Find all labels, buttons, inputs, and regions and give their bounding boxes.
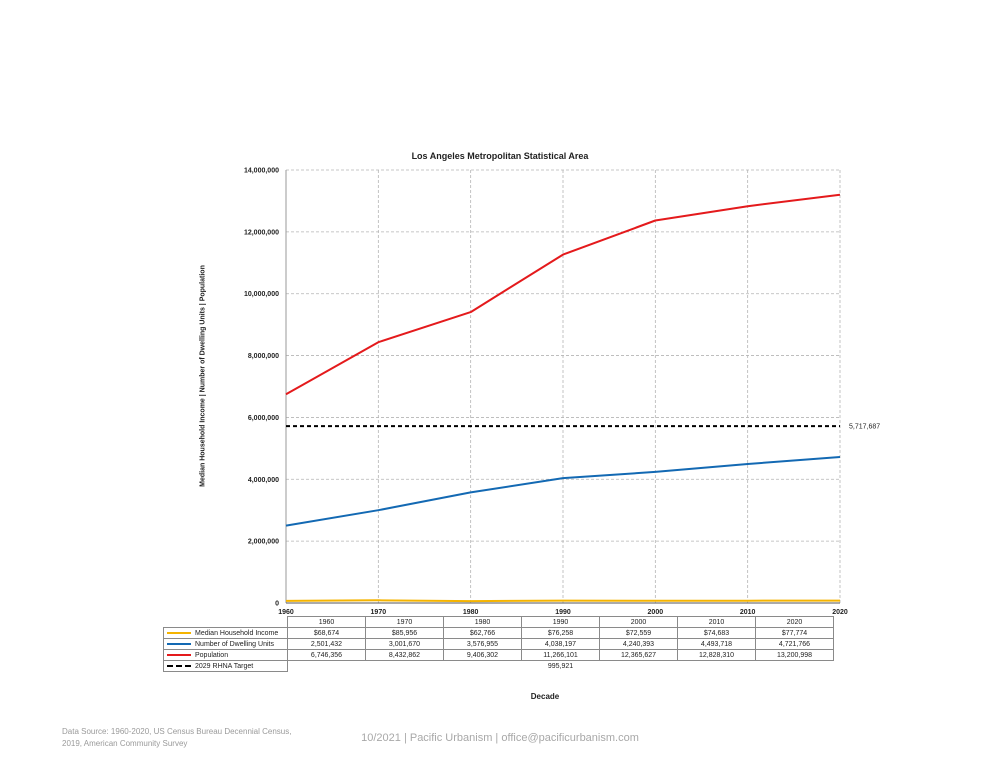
series-line-population — [285, 193, 841, 396]
table-cell: 13,200,998 — [755, 649, 834, 661]
y-axis-label: Median Household Income | Number of Dwel… — [199, 265, 207, 487]
table-cell: 4,721,766 — [755, 638, 834, 650]
table-row: Number of Dwelling Units 2,501,432 3,001,6… — [163, 638, 834, 650]
table-cell: 11,266,101 — [521, 649, 600, 661]
data-source-note: Data Source: 1960-2020, US Census Bureau… — [62, 726, 291, 750]
table-cell — [366, 661, 444, 672]
legend-swatch — [167, 642, 191, 645]
target-value-label: 5,717,687 — [849, 424, 880, 431]
x-tick-label: 2020 — [832, 609, 848, 616]
legend-label: Number of Dwelling Units — [195, 640, 274, 648]
table-cell: 4,493,718 — [677, 638, 756, 650]
legend-swatch — [167, 664, 191, 667]
table-year-header: 1990 — [521, 616, 600, 628]
table-cell: $74,683 — [677, 627, 756, 639]
table-cell: 3,576,955 — [443, 638, 522, 650]
legend-label: 2029 RHNA Target — [195, 662, 254, 670]
y-tick-label: 8,000,000 — [248, 353, 279, 360]
table-cell: 4,240,393 — [599, 638, 678, 650]
x-tick-label: 1980 — [463, 609, 479, 616]
x-tick-label: 2000 — [648, 609, 664, 616]
y-tick-label: 6,000,000 — [248, 415, 279, 422]
x-tick-label: 1960 — [278, 609, 294, 616]
table-header-row: 1960 1970 1980 1990 2000 2010 2020 — [164, 616, 834, 628]
table-year-header: 1970 — [365, 616, 444, 628]
table-row-target: 2029 RHNA Target 995,921 — [163, 660, 834, 672]
series-line-median-household-income — [285, 599, 841, 603]
table-cell: $62,766 — [443, 627, 522, 639]
table-cell — [288, 661, 366, 672]
legend-swatch — [167, 631, 191, 634]
y-tick-label: 12,000,000 — [244, 229, 279, 236]
legend-swatch — [167, 653, 191, 656]
legend-entry: Number of Dwelling Units — [163, 638, 288, 650]
table-row: Population 6,746,356 8,432,862 9,406,302 11,… — [163, 649, 834, 661]
y-tick-label: 14,000,000 — [244, 168, 279, 175]
table-year-header: 2010 — [677, 616, 756, 628]
table-cell: $76,258 — [521, 627, 600, 639]
table-year-header: 1960 — [287, 616, 366, 628]
table-cell: 9,406,302 — [443, 649, 522, 661]
table-cell: 12,828,310 — [677, 649, 756, 661]
y-tick-label: 10,000,000 — [244, 291, 279, 298]
table-cell: 3,001,670 — [365, 638, 444, 650]
table-cell: $77,774 — [755, 627, 834, 639]
table-cell: 2,501,432 — [287, 638, 366, 650]
table-cell: 12,365,627 — [599, 649, 678, 661]
chart-axes: 0 2,000,000 4,000,000 6,000,000 8,000,000 10,… — [244, 168, 848, 617]
legend-label: Median Household Income — [195, 629, 279, 637]
legend-entry: 2029 RHNA Target — [163, 660, 288, 672]
table-cell: 995,921 — [547, 662, 574, 670]
table-year-header: 1980 — [443, 616, 522, 628]
legend-entry: Population — [163, 649, 288, 661]
table-cell: 4,038,197 — [521, 638, 600, 650]
table-cell: 8,432,862 — [365, 649, 444, 661]
x-axis-label: Decade — [530, 692, 560, 701]
table-cell — [444, 661, 522, 672]
footer-credit: 10/2021 | Pacific Urbanism | office@paci… — [361, 732, 639, 744]
x-tick-label: 1990 — [555, 609, 571, 616]
chart-grid — [286, 169, 841, 603]
y-tick-label: 0 — [275, 601, 279, 608]
x-tick-label: 1970 — [371, 609, 387, 616]
series-line-number-of-dwelling-units — [285, 456, 841, 527]
legend-entry: Median Household Income — [163, 627, 288, 639]
data-source-line-2: 2019, American Community Survey — [62, 739, 188, 748]
table-year-header: 2000 — [599, 616, 678, 628]
table-cell: $72,559 — [599, 627, 678, 639]
table-year-header: 2020 — [755, 616, 834, 628]
legend-label: Population — [195, 651, 229, 659]
table-cell — [678, 661, 756, 672]
table-cell — [756, 661, 834, 672]
table-corner — [164, 617, 288, 628]
data-source-line-1: Data Source: 1960-2020, US Census Bureau… — [62, 727, 292, 736]
table-cell: $68,674 — [287, 627, 366, 639]
chart-series: 5,717,687 — [285, 193, 880, 603]
y-tick-label: 2,000,000 — [248, 539, 279, 546]
y-tick-label: 4,000,000 — [248, 477, 279, 484]
table-cell: $85,956 — [365, 627, 444, 639]
table-cell — [600, 661, 678, 672]
table-cell: 6,746,356 — [287, 649, 366, 661]
data-table: 1960 1970 1980 1990 2000 2010 2020 Median House… — [163, 616, 834, 672]
chart-title: Los Angeles Metropolitan Statistical Are… — [411, 151, 589, 161]
x-tick-label: 2010 — [740, 609, 756, 616]
table-row: Median Household Income $68,674 $85,956 $62… — [163, 627, 834, 639]
